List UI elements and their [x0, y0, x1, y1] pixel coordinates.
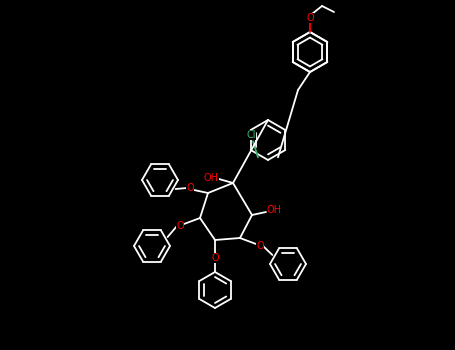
Text: O: O [256, 241, 264, 251]
Text: OH: OH [203, 173, 218, 183]
Text: O: O [176, 221, 184, 231]
Text: O: O [211, 253, 219, 263]
Text: O: O [306, 13, 314, 23]
Text: Cl: Cl [246, 130, 256, 140]
Text: O: O [186, 183, 194, 193]
Text: OH: OH [267, 205, 282, 215]
